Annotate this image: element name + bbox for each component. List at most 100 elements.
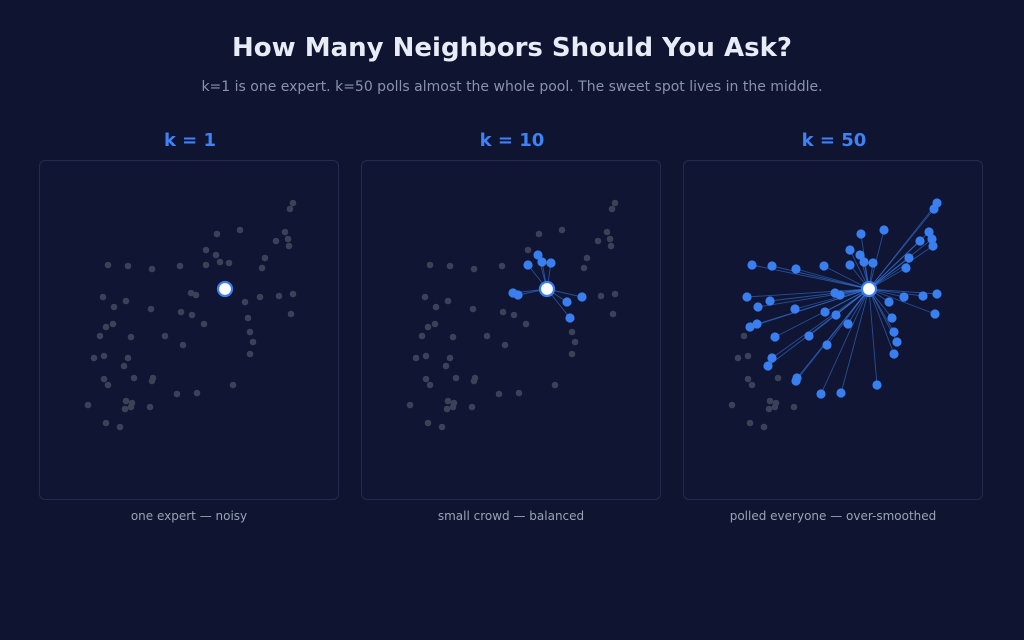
data-point xyxy=(146,403,154,411)
neighbor-point xyxy=(537,257,547,267)
neighbor-links xyxy=(746,202,938,395)
data-point xyxy=(200,320,208,328)
data-point xyxy=(275,292,283,300)
data-point xyxy=(470,265,478,273)
data-point xyxy=(452,374,460,382)
data-point xyxy=(421,293,429,301)
data-point xyxy=(728,401,736,409)
data-point xyxy=(412,354,420,362)
data-point xyxy=(744,352,752,360)
neighbor-point xyxy=(927,234,937,244)
data-point xyxy=(110,303,118,311)
query-point xyxy=(860,280,878,298)
neighbor-link xyxy=(868,288,895,355)
data-point xyxy=(202,246,210,254)
data-point xyxy=(443,405,451,413)
query-point xyxy=(216,280,234,298)
panel-caption-k50: polled everyone — over-smoothed xyxy=(729,509,937,523)
scatter-svg-k10 xyxy=(406,199,619,431)
data-point xyxy=(188,311,196,319)
data-point xyxy=(760,423,768,431)
neighbor-link xyxy=(868,240,921,290)
data-point xyxy=(418,332,426,340)
data-point xyxy=(147,305,155,313)
data-point xyxy=(244,314,252,322)
data-point xyxy=(422,375,430,383)
query-point xyxy=(538,280,556,298)
panel-heading-k10: k = 10 xyxy=(479,130,545,151)
neighbor-link xyxy=(820,288,870,395)
neighbor-point xyxy=(513,290,523,300)
data-point xyxy=(748,381,756,389)
data-point xyxy=(241,298,249,306)
neighbor-link xyxy=(794,288,870,310)
data-point xyxy=(424,419,432,427)
data-point xyxy=(426,261,434,269)
data-point xyxy=(258,264,266,272)
data-point xyxy=(450,399,458,407)
neighbor-point xyxy=(918,291,928,301)
data-point xyxy=(594,237,602,245)
neighbor-link xyxy=(795,268,870,290)
data-point xyxy=(611,290,619,298)
neighbor-point xyxy=(928,241,938,251)
data-point xyxy=(127,333,135,341)
data-point xyxy=(104,261,112,269)
scatter-plot-k10 xyxy=(361,160,661,500)
neighbor-point xyxy=(819,261,829,271)
neighbor-point xyxy=(562,297,572,307)
data-point xyxy=(603,228,611,236)
data-point xyxy=(444,297,452,305)
data-point xyxy=(442,362,450,370)
neighbor-point xyxy=(770,332,780,342)
data-point xyxy=(744,375,752,383)
data-point xyxy=(212,251,220,259)
neighbor-point xyxy=(816,389,826,399)
neighbor-point xyxy=(845,245,855,255)
panel-k1: k = 1 one expert — noisy xyxy=(39,128,341,523)
data-point xyxy=(746,419,754,427)
data-point xyxy=(568,328,576,336)
data-point xyxy=(104,381,112,389)
data-point xyxy=(558,226,566,234)
page-subtitle: k=1 is one expert. k=50 polls almost the… xyxy=(201,79,823,95)
scatter-plot-k1 xyxy=(39,160,339,500)
neighbor-point xyxy=(836,388,846,398)
data-point xyxy=(499,308,507,316)
neighbor-point xyxy=(792,373,802,383)
neighbor-point xyxy=(747,260,757,270)
data-point xyxy=(286,205,294,213)
neighbor-point xyxy=(924,227,934,237)
neighbor-link xyxy=(868,257,910,290)
neighbor-link xyxy=(868,288,895,333)
data-point xyxy=(100,352,108,360)
neighbor-point xyxy=(915,236,925,246)
data-point xyxy=(229,381,237,389)
neighbor-point xyxy=(929,204,939,214)
neighbor-point xyxy=(790,304,800,314)
neighbor-point xyxy=(742,292,752,302)
data-point xyxy=(444,397,452,405)
neighbor-point xyxy=(835,290,845,300)
data-point xyxy=(551,381,559,389)
neighbor-link xyxy=(868,245,934,290)
data-point xyxy=(766,397,774,405)
neighbor-point xyxy=(546,258,556,268)
data-point xyxy=(287,310,295,318)
data-point xyxy=(790,403,798,411)
panel-k50: k = 50 polled everyone — over-smoothed xyxy=(683,128,985,523)
data-point xyxy=(498,262,506,270)
panel-caption-k1: one expert — noisy xyxy=(130,509,248,523)
data-point xyxy=(122,297,130,305)
neighbor-point xyxy=(843,319,853,329)
neighbor-link xyxy=(868,288,878,386)
data-point xyxy=(469,305,477,313)
neighbor-point xyxy=(872,380,882,390)
data-point xyxy=(774,374,782,382)
data-point xyxy=(256,293,264,301)
data-point xyxy=(483,332,491,340)
data-point xyxy=(124,354,132,362)
data-point xyxy=(406,401,414,409)
data-point xyxy=(124,262,132,270)
neighbor-link xyxy=(868,229,885,290)
